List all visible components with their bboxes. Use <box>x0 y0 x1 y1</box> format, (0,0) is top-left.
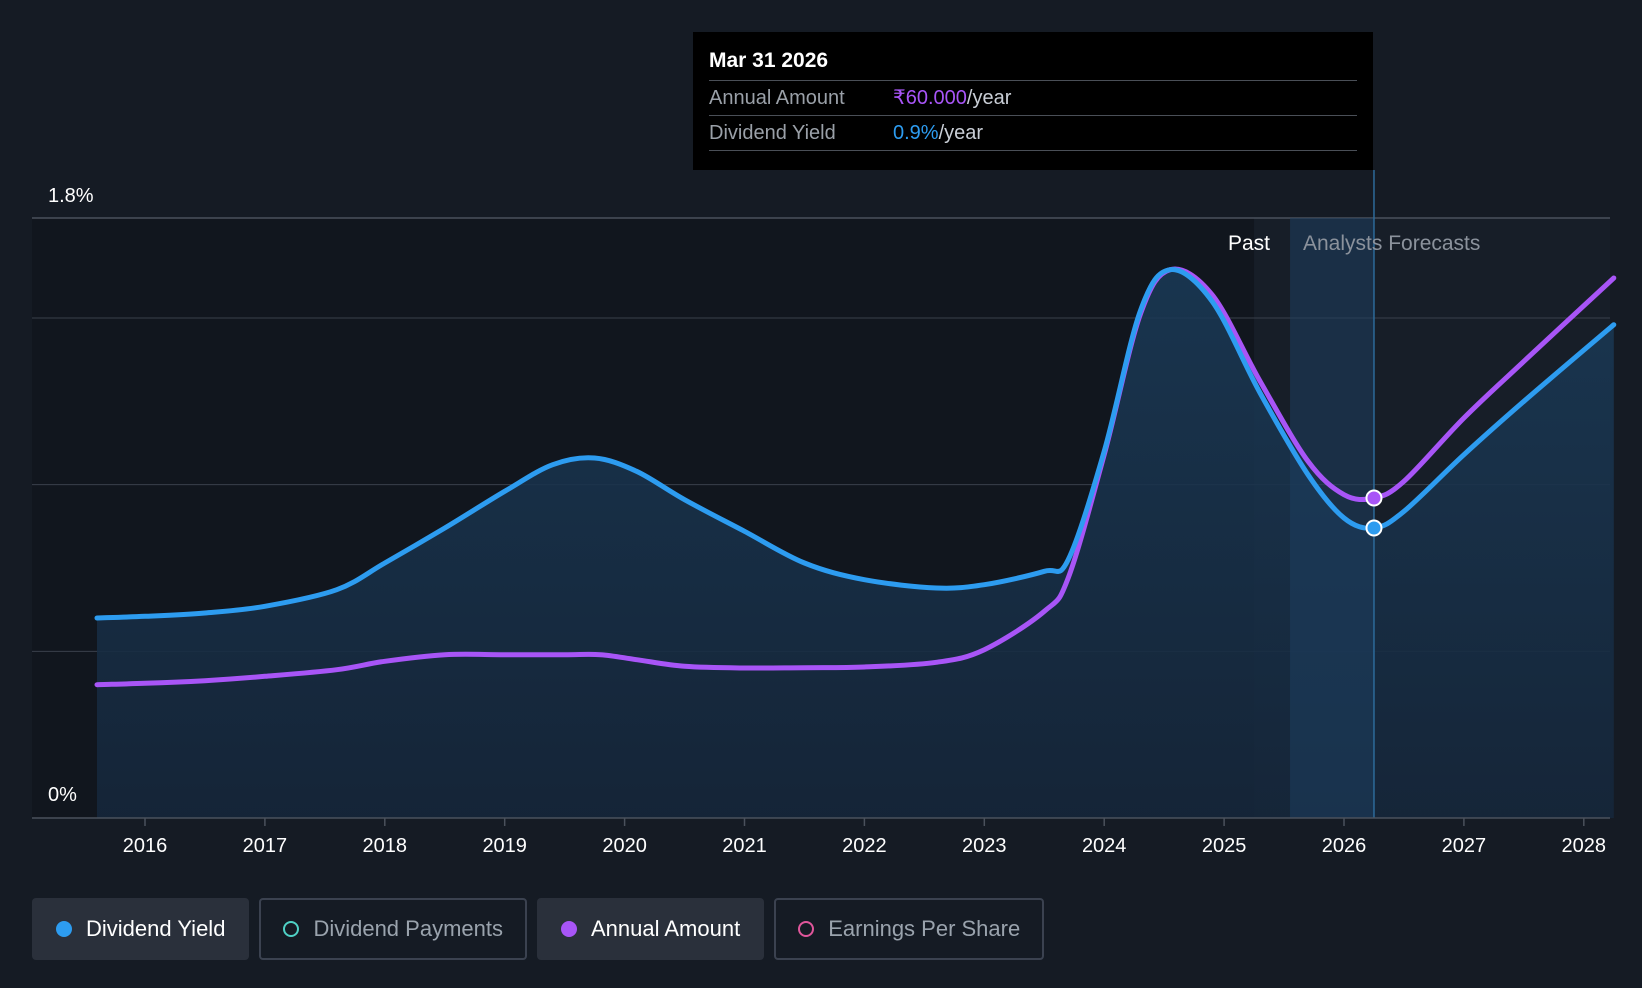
x-tick-label: 2018 <box>363 835 408 857</box>
tooltip-yield-label: Dividend Yield <box>709 122 836 144</box>
legend-label: Annual Amount <box>590 916 741 941</box>
legend-dividend-yield[interactable]: Dividend Yield <box>32 898 250 960</box>
tooltip-annual-value: ₹60.000 <box>893 87 967 109</box>
x-tick-label: 2024 <box>1082 835 1127 857</box>
dividend-yield-area <box>97 269 1614 818</box>
x-tick-label: 2021 <box>722 835 767 857</box>
y-label-bottom: 0% <box>48 784 77 806</box>
legend-annual-amount[interactable]: Annual Amount <box>536 898 765 960</box>
earnings-per-share-dot-icon <box>798 921 815 937</box>
dividend-yield-marker[interactable] <box>1365 519 1383 537</box>
annual-amount-line <box>94 266 1617 688</box>
x-tick-label: 2023 <box>962 835 1007 857</box>
current-period-band <box>1290 218 1374 818</box>
legend-label: Dividend Yield <box>86 916 226 941</box>
annual-amount-marker[interactable] <box>1365 489 1383 507</box>
x-tick-label: 2027 <box>1442 835 1487 857</box>
past-label: Past <box>1228 232 1270 255</box>
annual-amount-dot-icon <box>560 921 577 937</box>
tooltip-yield-row: Dividend Yield 0.9% /year <box>709 116 1357 151</box>
forecast-label: Analysts Forecasts <box>1303 232 1480 255</box>
legend-earnings-per-share[interactable]: Earnings Per Share <box>774 898 1045 960</box>
x-tick-label: 2017 <box>243 835 288 857</box>
dividend-yield-dot-icon <box>56 921 72 937</box>
x-tick-label: 2022 <box>842 835 887 857</box>
dividend-chart: 2016 2017 2018 2019 2020 2021 2022 2023 2024 2025… <box>32 170 1617 857</box>
tooltip-annual-label: Annual Amount <box>709 87 845 109</box>
legend-label: Dividend Payments <box>313 916 503 941</box>
x-tick-label: 2016 <box>123 835 168 857</box>
tooltip-annual-unit: /year <box>966 87 1012 109</box>
y-label-top: 1.8% <box>48 185 94 207</box>
x-tick-label: 2026 <box>1322 835 1367 857</box>
x-tick-label: 2019 <box>482 835 527 857</box>
x-tick-label: 2028 <box>1562 835 1607 857</box>
legend: Dividend Yield Dividend Payments Annual … <box>32 898 1045 960</box>
legend-dividend-payments[interactable]: Dividend Payments <box>259 898 527 960</box>
tooltip: Mar 31 2026 Annual Amount ₹60.000 /year … <box>693 32 1373 170</box>
tooltip-annual-row: Annual Amount ₹60.000 /year <box>709 81 1357 116</box>
dividend-payments-dot-icon <box>283 921 300 937</box>
x-tick-label: 2025 <box>1202 835 1247 857</box>
legend-label: Earnings Per Share <box>828 916 1021 941</box>
tooltip-yield-value: 0.9% <box>893 122 939 144</box>
tooltip-yield-unit: /year <box>938 122 984 144</box>
dividend-yield-line <box>94 267 1617 621</box>
tooltip-date: Mar 31 2026 <box>709 46 1357 81</box>
x-tick-label: 2020 <box>602 835 647 857</box>
